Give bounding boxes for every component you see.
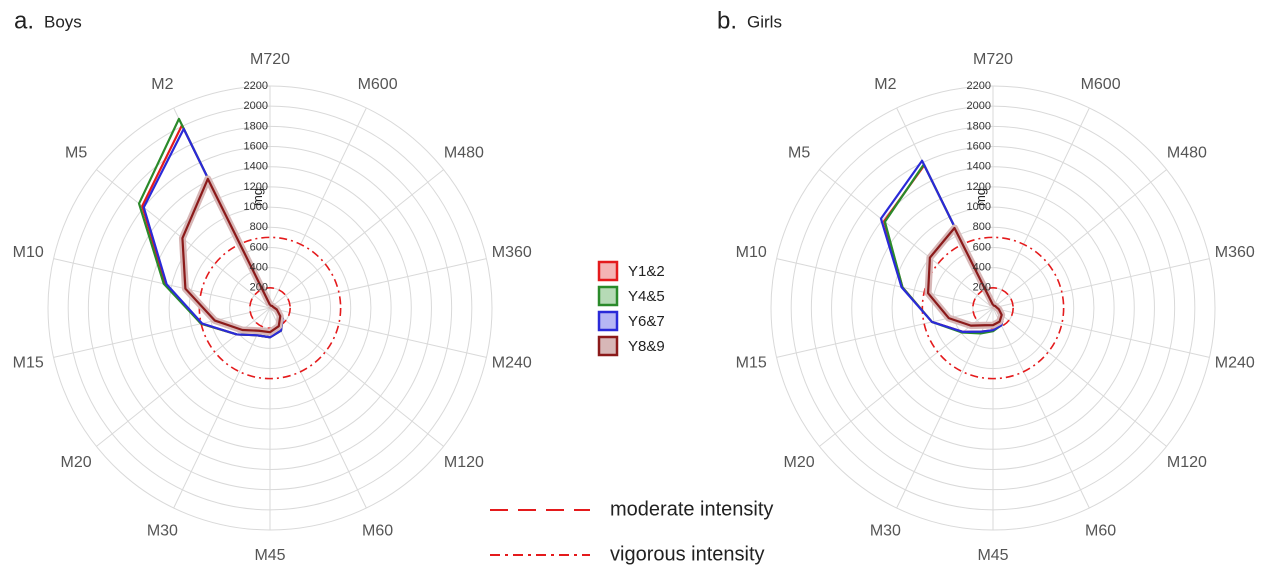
- category-label: M360: [492, 244, 532, 261]
- grid-spoke: [992, 307, 1090, 509]
- panel-letter: b.: [717, 7, 737, 34]
- tick-label: 1000: [244, 201, 268, 213]
- tick-label: 2000: [244, 100, 268, 112]
- grid-spoke: [269, 107, 367, 309]
- tick-label: 600: [250, 241, 268, 253]
- category-label: M240: [1215, 354, 1255, 371]
- grid-spoke: [53, 307, 271, 358]
- series-line-y8-9: [926, 226, 1003, 327]
- category-label: M15: [736, 354, 767, 371]
- tick-label: 800: [973, 221, 991, 233]
- tick-label: 200: [973, 282, 991, 294]
- category-label: M45: [254, 547, 285, 564]
- category-label: M120: [1167, 454, 1207, 471]
- radar-panel-girls: mg: [770, 85, 1216, 531]
- category-label: M45: [977, 547, 1008, 564]
- legend-label: Y4&5: [628, 288, 665, 305]
- tick-label: 1200: [244, 181, 268, 193]
- grid-spoke: [269, 258, 487, 309]
- category-label: M360: [1215, 244, 1255, 261]
- tick-label: 1400: [967, 161, 991, 173]
- category-label: M10: [13, 244, 44, 261]
- legend-swatch: [597, 310, 619, 332]
- category-label: M10: [736, 244, 767, 261]
- category-label: M600: [358, 76, 398, 93]
- grid-spoke: [992, 307, 1210, 358]
- category-label: M30: [147, 523, 178, 540]
- tick-label: 2000: [967, 100, 991, 112]
- line-legend: [490, 509, 590, 556]
- legend: [597, 260, 619, 357]
- tick-label: 400: [250, 262, 268, 274]
- category-label: M60: [1085, 523, 1116, 540]
- category-label: M2: [151, 76, 173, 93]
- grid-spoke: [992, 169, 1167, 309]
- tick-label: 1800: [244, 120, 268, 132]
- unit-label: mg: [250, 188, 265, 206]
- panel-letter: a.: [14, 7, 34, 34]
- legend-swatch: [597, 260, 619, 282]
- category-label: M15: [13, 354, 44, 371]
- grid-spoke: [269, 307, 367, 509]
- tick-label: 400: [973, 262, 991, 274]
- tick-label: 1200: [967, 181, 991, 193]
- tick-label: 1600: [244, 140, 268, 152]
- panel-title: Girls: [747, 12, 782, 31]
- grid-spoke: [53, 258, 271, 309]
- tick-label: 1800: [967, 120, 991, 132]
- grid-spoke: [776, 258, 994, 309]
- legend-label: Y8&9: [628, 338, 665, 355]
- vigorous-intensity-circle: [921, 236, 1065, 380]
- legend-label: Y6&7: [628, 313, 665, 330]
- category-label: M60: [362, 523, 393, 540]
- tick-label: 1000: [967, 201, 991, 213]
- panel-title: Boys: [44, 12, 82, 31]
- grid-spoke: [896, 307, 994, 509]
- line-legend-label: vigorous intensity: [610, 543, 765, 565]
- category-label: M720: [250, 51, 290, 68]
- category-label: M5: [65, 145, 87, 162]
- grid-spoke: [776, 307, 994, 358]
- line-legend-label: moderate intensity: [610, 498, 773, 520]
- category-label: M120: [444, 454, 484, 471]
- grid-spoke: [992, 258, 1210, 309]
- category-label: M5: [788, 145, 810, 162]
- category-label: M20: [784, 454, 815, 471]
- category-label: M720: [973, 51, 1013, 68]
- tick-label: 1600: [967, 140, 991, 152]
- grid-spoke: [992, 107, 1090, 309]
- grid-spoke: [819, 307, 994, 447]
- unit-label: mg: [973, 188, 988, 206]
- category-label: M20: [61, 454, 92, 471]
- legend-label: Y1&2: [628, 263, 665, 280]
- tick-label: 2200: [244, 80, 268, 92]
- grid-spoke: [992, 307, 1167, 447]
- grid-spoke: [269, 307, 487, 358]
- legend-swatch: [597, 335, 619, 357]
- tick-label: 200: [250, 282, 268, 294]
- grid-spoke: [269, 307, 444, 447]
- radar-panel-boys: mg: [47, 85, 493, 531]
- category-label: M240: [492, 354, 532, 371]
- series-line-y8-9: [181, 177, 282, 334]
- category-label: M480: [444, 145, 484, 162]
- category-label: M30: [870, 523, 901, 540]
- tick-label: 2200: [967, 80, 991, 92]
- category-label: M600: [1081, 76, 1121, 93]
- tick-label: 1400: [244, 161, 268, 173]
- category-label: M480: [1167, 145, 1207, 162]
- tick-label: 800: [250, 221, 268, 233]
- grid-spoke: [173, 307, 271, 509]
- category-label: M2: [874, 76, 896, 93]
- grid-spoke: [819, 169, 994, 309]
- legend-swatch: [597, 285, 619, 307]
- tick-label: 600: [973, 241, 991, 253]
- grid-spoke: [269, 169, 444, 309]
